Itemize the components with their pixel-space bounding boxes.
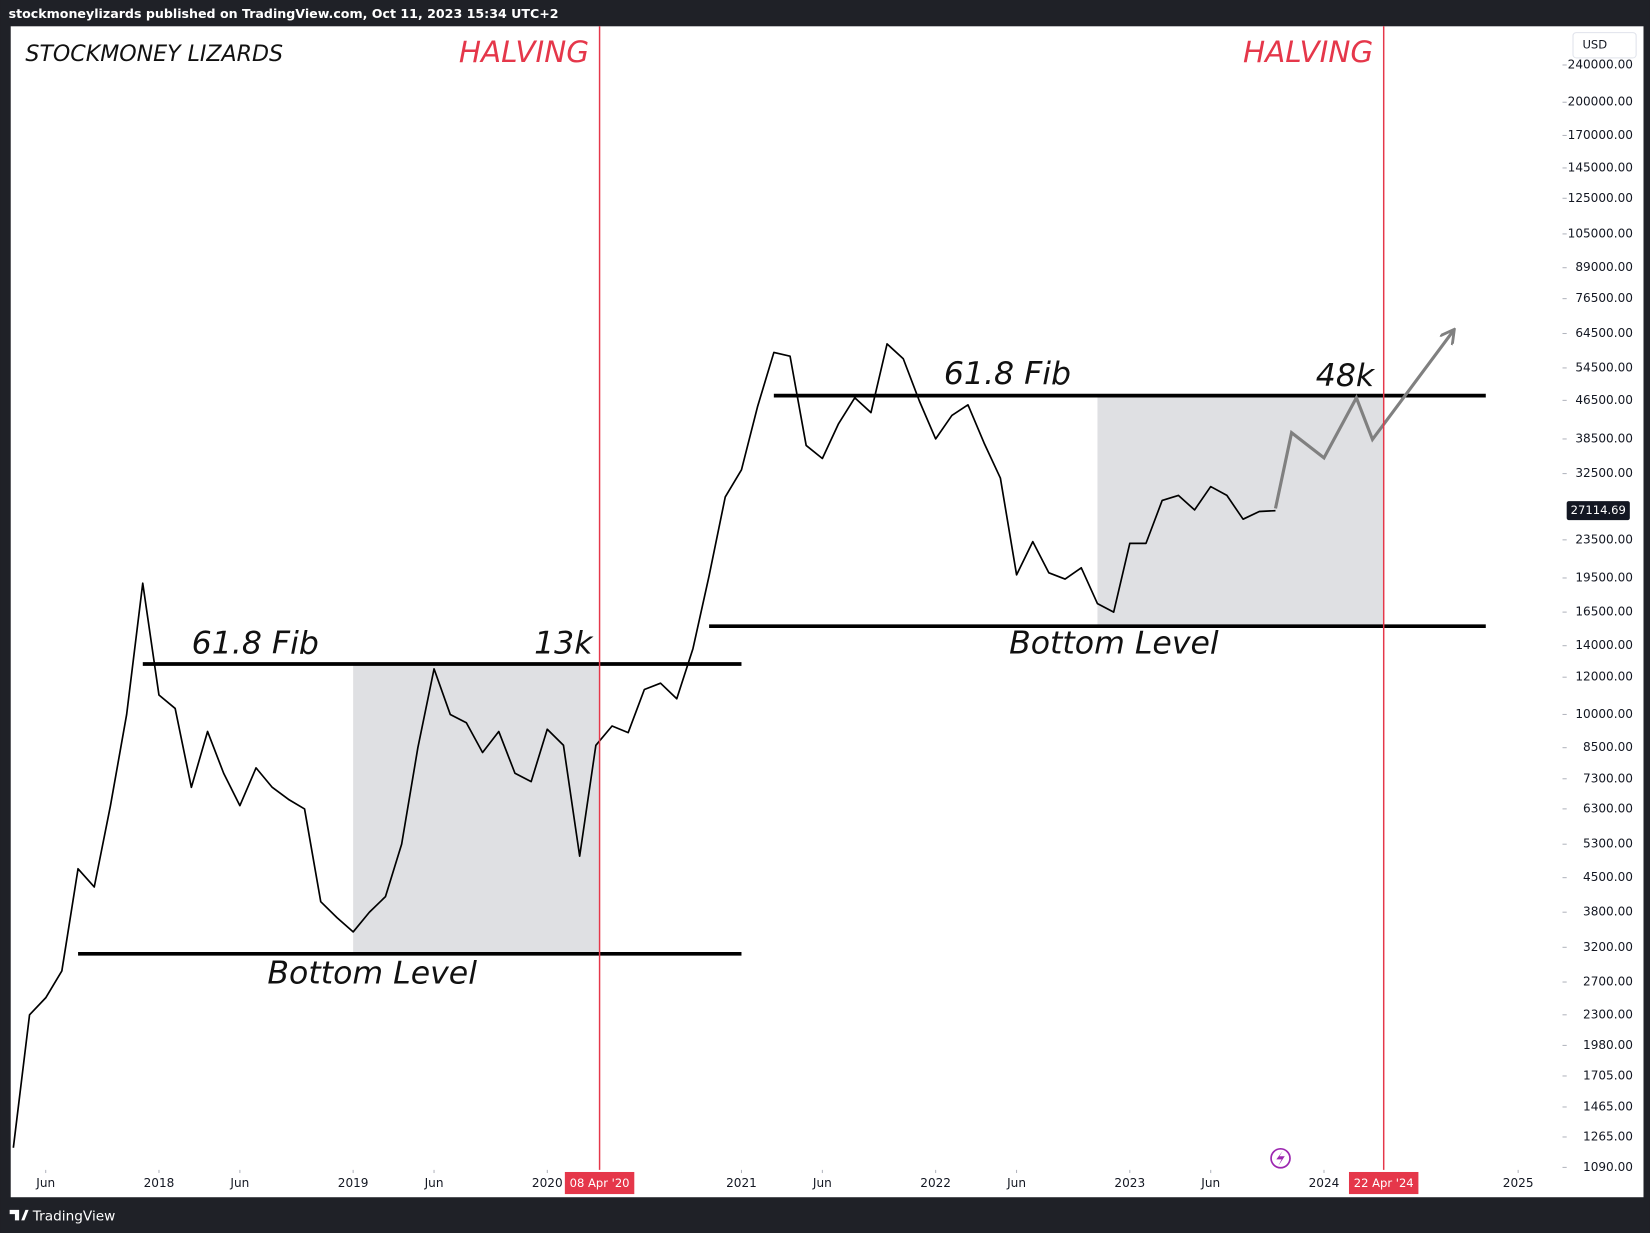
price-line xyxy=(12,343,1276,1148)
halving-title: HALVING xyxy=(1243,35,1373,69)
fib-value-label: 48k xyxy=(1316,358,1376,394)
tradingview-logo[interactable] xyxy=(9,1209,29,1221)
bottom-label: Bottom Level xyxy=(1009,625,1219,661)
y-tick-label: 32500.00 xyxy=(1575,466,1633,480)
halving-date: 08 Apr '20 xyxy=(570,1176,630,1190)
y-tick-label: 8500.00 xyxy=(1583,740,1633,754)
halving-date-box xyxy=(564,1171,635,1195)
x-tick-label: Jun xyxy=(229,1176,249,1190)
y-tick-label: 145000.00 xyxy=(1568,160,1633,174)
last-price-box xyxy=(1566,501,1630,521)
y-tick-label: 46500.00 xyxy=(1575,393,1633,407)
y-tick-label: 200000.00 xyxy=(1568,95,1633,109)
x-tick-label: Jun xyxy=(812,1176,832,1190)
chart-panel xyxy=(10,26,1644,1198)
x-tick-label: 2025 xyxy=(1503,1176,1534,1190)
halving-date-box xyxy=(1348,1171,1419,1195)
y-tick-label: 89000.00 xyxy=(1575,260,1633,274)
y-tick-label: 38500.00 xyxy=(1575,431,1633,445)
projection-path xyxy=(1273,331,1453,509)
chart-title: STOCKMONEY LIZARDS xyxy=(25,41,283,67)
fib-label: 61.8 Fib xyxy=(944,356,1071,392)
replay-icon[interactable] xyxy=(1270,1147,1291,1169)
halving-date: 22 Apr '24 xyxy=(1354,1176,1414,1190)
y-tick-label: 1705.00 xyxy=(1583,1068,1633,1082)
publish-header: stockmoneylizards published on TradingVi… xyxy=(9,6,559,21)
x-tick-label: 2023 xyxy=(1114,1176,1145,1190)
x-tick-label: Jun xyxy=(424,1176,444,1190)
y-tick-label: 19500.00 xyxy=(1575,570,1633,584)
y-tick-label: 3200.00 xyxy=(1583,940,1633,954)
y-tick-label: 1090.00 xyxy=(1583,1160,1633,1174)
y-tick-label: 125000.00 xyxy=(1568,191,1633,205)
x-tick-label: Jun xyxy=(1200,1176,1220,1190)
x-tick-label: Jun xyxy=(35,1176,55,1190)
y-tick-label: 170000.00 xyxy=(1568,128,1633,142)
y-tick-label: 2300.00 xyxy=(1583,1007,1633,1021)
y-tick-label: 6300.00 xyxy=(1583,801,1633,815)
x-tick-label: 2022 xyxy=(920,1176,951,1190)
y-tick-label: 5300.00 xyxy=(1583,837,1633,851)
y-tick-label: 240000.00 xyxy=(1568,57,1633,71)
fib-value-label: 13k xyxy=(534,625,594,661)
y-tick-label: 7300.00 xyxy=(1583,771,1633,785)
x-tick-label: 2021 xyxy=(726,1176,757,1190)
x-tick-label: 2019 xyxy=(338,1176,369,1190)
plot-area xyxy=(12,331,1486,1148)
zone xyxy=(353,664,600,954)
currency-button[interactable] xyxy=(1572,32,1637,59)
y-tick-label: 64500.00 xyxy=(1575,326,1633,340)
currency[interactable]: USD xyxy=(1582,38,1607,52)
axes: 240000.00 200000.00 170000.00 145000.00 1250… xyxy=(35,26,1633,1195)
y-tick-label: 1465.00 xyxy=(1583,1099,1633,1113)
fib-label: 61.8 Fib xyxy=(192,625,319,661)
y-tick-label: 54500.00 xyxy=(1575,360,1633,374)
y-tick-label: 12000.00 xyxy=(1575,670,1633,684)
bottom-label: Bottom Level xyxy=(267,956,477,992)
last-price-label: 27114.69 xyxy=(1571,503,1626,517)
y-tick-label: 23500.00 xyxy=(1575,532,1633,546)
y-tick-label: 16500.00 xyxy=(1575,605,1633,619)
x-tick-label: 2020 xyxy=(532,1176,563,1190)
zone xyxy=(1097,395,1384,627)
y-tick-label: 14000.00 xyxy=(1575,638,1633,652)
x-tick-label: Jun xyxy=(1006,1176,1026,1190)
y-tick-label: 10000.00 xyxy=(1575,707,1633,721)
y-tick-label: 1980.00 xyxy=(1583,1038,1633,1052)
x-tick-label: 2018 xyxy=(144,1176,175,1190)
x-tick-label: 2024 xyxy=(1309,1176,1340,1190)
y-tick-label: 3800.00 xyxy=(1583,905,1633,919)
y-tick-label: 1265.00 xyxy=(1583,1129,1633,1143)
y-tick-label: 2700.00 xyxy=(1583,975,1633,989)
zones xyxy=(353,395,1384,954)
y-tick-label: 4500.00 xyxy=(1583,870,1633,884)
y-tick-label: 76500.00 xyxy=(1575,291,1633,305)
halving-title: HALVING xyxy=(459,35,589,69)
y-tick-label: 105000.00 xyxy=(1568,226,1633,240)
footer-brand: TradingView xyxy=(32,1208,116,1224)
